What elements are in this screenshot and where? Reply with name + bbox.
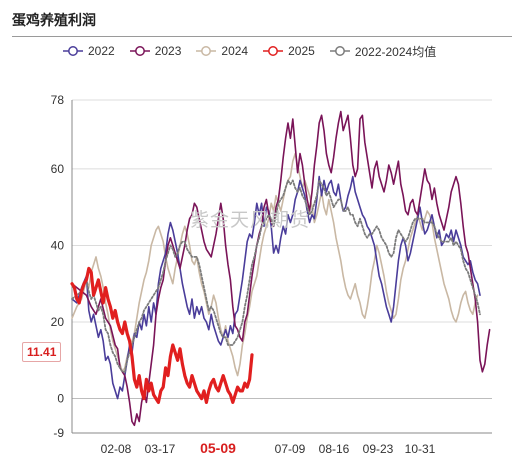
legend-item[interactable]: 2022-2024均值 [329,43,436,60]
legend-label: 2024 [221,44,249,58]
y-tick-label: 0 [57,392,64,406]
legend-item[interactable]: 2023 [129,44,182,58]
x-tick-label: 09-23 [363,442,394,456]
series-line-2023 [71,110,491,427]
series-line-avg [71,179,481,373]
x-tick-label: 08-16 [319,442,350,456]
series-line-2025 [70,266,254,404]
chart-title: 蛋鸡养殖利润 [12,13,96,29]
title-divider [12,36,512,37]
x-tick-label: 03-17 [145,442,176,456]
legend-label: 2023 [154,44,182,58]
watermark: 紫金天风期货 [190,209,311,231]
y-tick-label: -9 [53,426,64,440]
legend-swatch [329,46,350,56]
legend-swatch [129,46,150,56]
y-tick-label: 78 [51,93,65,107]
y-tick-label: 40 [51,238,65,252]
legend-item[interactable]: 2022 [62,44,115,58]
series-line-2022 [71,175,481,400]
x-tick-label: 10-31 [405,442,436,456]
y-tick-label: 60 [51,162,65,176]
x-tick-label: 05-09 [200,440,236,456]
current-value-badge: 11.41 [22,342,62,362]
legend-label: 2022-2024均值 [354,44,437,59]
y-tick-label: 20 [51,315,65,329]
x-tick-label: 02-08 [101,442,132,456]
legend-item[interactable]: 2024 [195,44,248,58]
legend-swatch [63,46,83,56]
x-tick-label: 07-09 [275,442,306,456]
legend-item[interactable]: 2025 [262,44,315,58]
legend-swatch [196,46,217,56]
legend-label: 2025 [288,44,315,58]
chart-legend: 2022 2023 2024 2025 2022-2024均值 [62,42,436,60]
legend-swatch [263,46,284,56]
legend-label: 2022 [88,44,115,58]
